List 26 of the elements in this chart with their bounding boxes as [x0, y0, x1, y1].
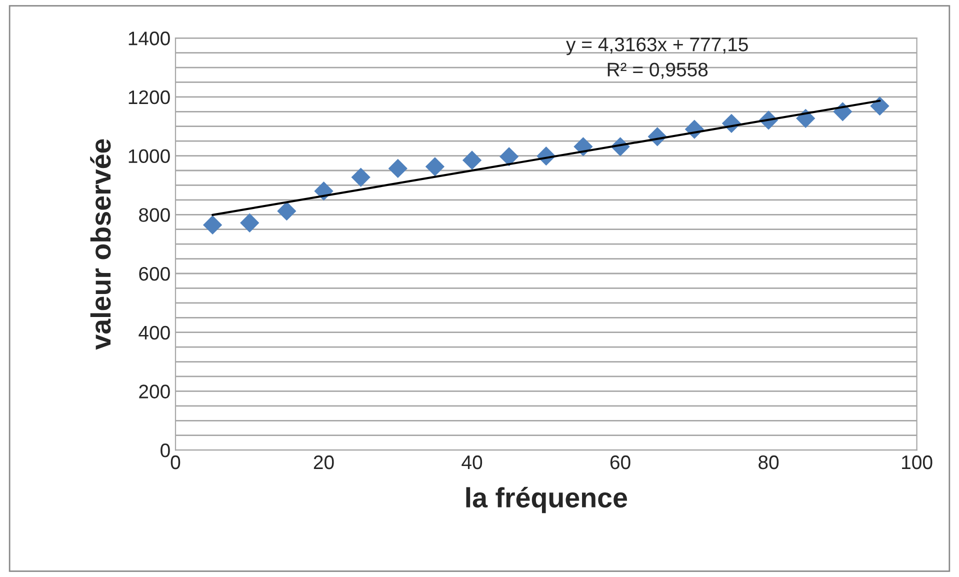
x-tick-label: 20: [314, 455, 334, 470]
x-tick-label: 100: [902, 455, 932, 470]
point: [351, 168, 370, 187]
x-tick-label: 40: [462, 455, 482, 470]
point: [388, 158, 408, 178]
y-tick-label: 600: [139, 266, 170, 281]
point: [240, 213, 260, 232]
y-tick-label: 400: [138, 326, 170, 340]
y-tick-label: 200: [139, 384, 170, 398]
x-tick-label: 0: [170, 455, 180, 470]
y-tick-label: 800: [139, 208, 170, 222]
x-tick-label: 60: [610, 455, 630, 470]
point: [425, 157, 445, 176]
point: [500, 147, 519, 166]
y-tick-label: 1000: [128, 149, 170, 164]
point: [202, 215, 222, 235]
y-tick-label: 1400: [128, 32, 170, 46]
point: [277, 202, 296, 221]
y-tick-label: 1200: [128, 90, 170, 104]
point: [462, 150, 482, 170]
y-tick-label: 0: [160, 444, 170, 458]
x-tick-label: 80: [758, 455, 779, 470]
annotation: y = 4,3163x + 777,15 R² = 0,9558: [566, 38, 748, 79]
point: [870, 96, 890, 116]
y-axis-title: valeur observée: [90, 139, 111, 350]
x-axis-title: la fréquence: [466, 486, 628, 514]
